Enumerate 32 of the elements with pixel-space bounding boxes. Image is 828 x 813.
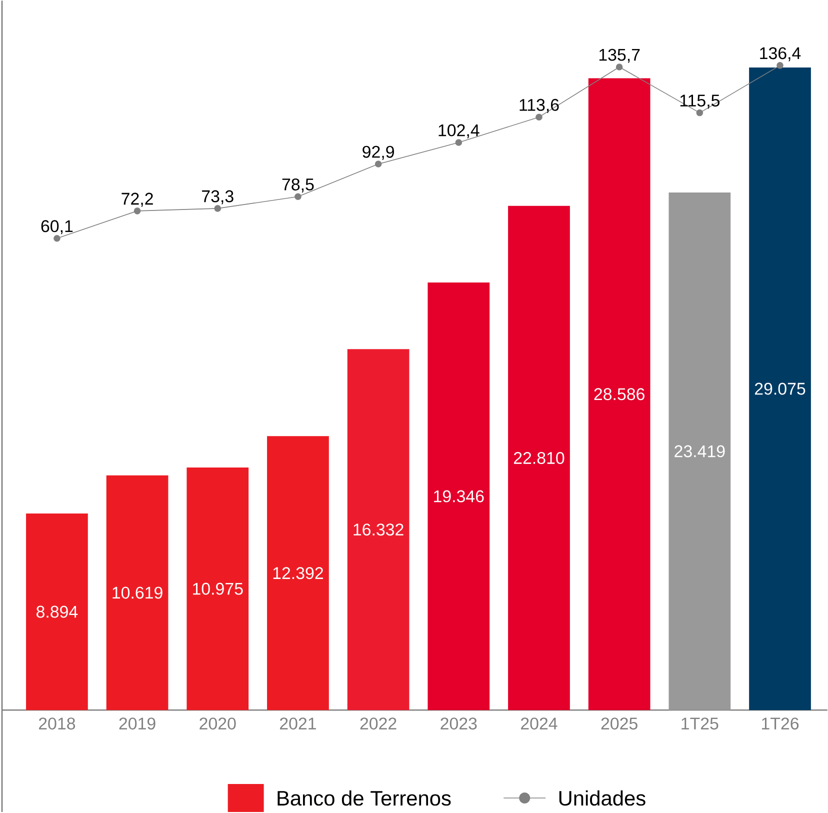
x-tick-label: 2018 [38,718,76,730]
x-tick-label: 2025 [601,718,638,730]
data-label: 113,6 [520,99,559,114]
data-label: 16.332 [354,524,404,536]
x-tick-label: 1T26 [762,718,799,730]
data-label: 8.894 [36,606,78,618]
data-label: 92,9 [362,146,394,160]
x-tick-label: 2020 [200,718,236,730]
data-label: 102,4 [438,124,480,138]
data-label: 73,3 [202,190,234,204]
data-label: 136,4 [760,47,801,62]
data-label: 72,2 [122,192,153,207]
data-label: 12.392 [273,567,323,580]
data-label: 28.586 [594,388,644,400]
data-label: 10.975 [193,582,243,595]
x-tick-label: 2024 [521,718,558,730]
data-label: 60,1 [41,220,73,234]
x-tick-label: 2019 [119,718,156,730]
data-label: 78,5 [282,178,314,193]
data-label: 135,7 [599,49,640,64]
legend-label: Unidades [559,790,646,806]
x-tick-label: 1T25 [682,718,718,730]
x-tick-label: 2021 [280,718,316,730]
data-label: 23.419 [674,445,725,458]
data-label: 10.619 [112,586,162,599]
data-label: 22.810 [514,452,564,464]
x-tick-label: 2022 [360,718,396,730]
data-label: 19.346 [434,490,484,502]
data-label: 115,5 [680,94,720,109]
legend-label: Banco de Terrenos [278,790,451,806]
data-label: 29.075 [754,382,806,395]
x-tick-label: 2023 [440,718,477,730]
